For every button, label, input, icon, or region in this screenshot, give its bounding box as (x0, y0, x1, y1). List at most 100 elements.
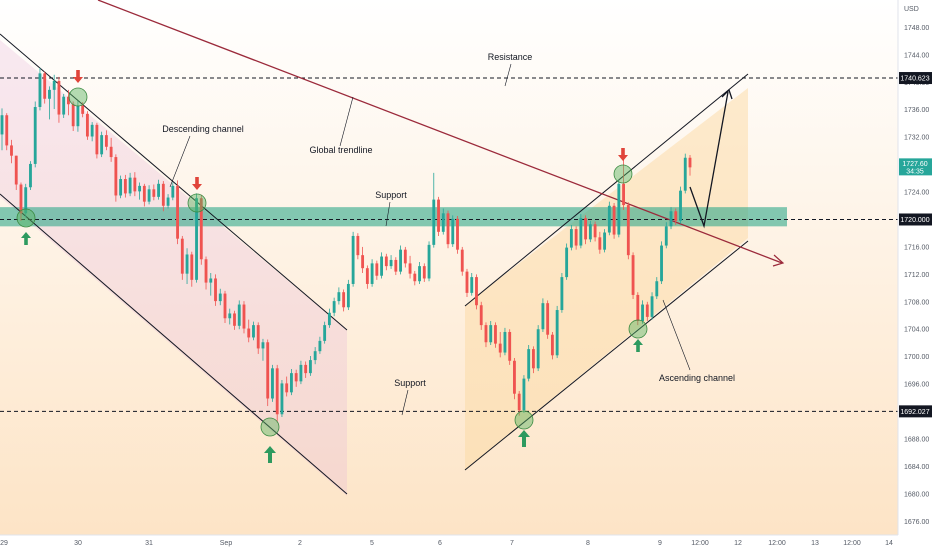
candle (332, 297, 336, 317)
candle-body (531, 349, 535, 369)
candle (337, 287, 341, 305)
candle (484, 322, 488, 348)
candle (674, 208, 678, 225)
candle (237, 300, 241, 330)
candle-body (484, 325, 488, 343)
candle-body (641, 304, 644, 321)
price-axis[interactable]: USD 1676.001680.001684.001688.001692.001… (897, 0, 932, 550)
candle (650, 292, 654, 320)
global-trendline (97, 0, 783, 264)
y-tick-label: 1716.00 (904, 244, 929, 251)
candle (688, 155, 692, 176)
x-tick-label: 12:00 (843, 540, 861, 547)
candle (5, 113, 9, 151)
candle (195, 193, 198, 283)
candle (223, 290, 227, 324)
candle (617, 179, 621, 238)
candle (57, 76, 61, 123)
candle-body (237, 304, 241, 326)
candle (142, 183, 146, 207)
candle (641, 300, 644, 324)
candle (67, 89, 70, 116)
candle (408, 255, 412, 279)
candle-body (361, 255, 365, 269)
candle (19, 182, 23, 221)
y-tick-label: 1744.00 (904, 52, 929, 59)
callout-line (401, 389, 409, 416)
candle (38, 67, 42, 111)
candle-body (52, 80, 56, 90)
candle-body (38, 73, 42, 107)
candle (593, 221, 597, 242)
candle (214, 274, 217, 306)
candle (228, 308, 232, 325)
candle (536, 325, 540, 372)
candle-body (114, 157, 118, 196)
candle-body (294, 373, 298, 382)
candle (427, 241, 431, 282)
candle (199, 194, 203, 265)
currency-label: USD (904, 6, 919, 13)
sell-arrow-icon (192, 177, 202, 190)
candle-body (508, 331, 512, 361)
candle-body (375, 263, 379, 276)
annotation-callouts (169, 63, 691, 416)
candle (109, 137, 113, 162)
candle-body (95, 124, 99, 155)
support-zone (0, 207, 787, 227)
candle (62, 93, 66, 118)
candle (441, 208, 445, 235)
candle-body (674, 211, 678, 221)
x-tick-label: Sep (220, 540, 233, 547)
annotation-descending-channel: Descending channel (162, 124, 244, 134)
candle (565, 243, 569, 280)
pivot-markers (16, 87, 648, 437)
candle-body (408, 263, 412, 274)
x-tick-label: 31 (145, 540, 153, 547)
candle-body (62, 96, 66, 115)
candle-body (209, 278, 213, 283)
x-tick-label: 13 (811, 540, 819, 547)
y-tick-label: 1688.00 (904, 436, 929, 443)
candle-body (190, 254, 194, 280)
candle-body (24, 187, 28, 214)
candle-body (479, 305, 483, 326)
candle-body (612, 205, 616, 235)
candle-body (607, 205, 611, 233)
candle-body (199, 198, 203, 260)
candle-body (223, 293, 227, 319)
candle (104, 130, 108, 151)
candle (503, 327, 507, 356)
candle (95, 122, 99, 159)
candle-body (460, 249, 464, 272)
candle (598, 231, 602, 254)
candle-body (285, 383, 289, 393)
candle-body (242, 304, 246, 329)
candle (161, 181, 165, 212)
candle-body (660, 245, 663, 282)
annotation-ascending-channel: Ascending channel (659, 373, 735, 383)
candle-body (57, 80, 61, 115)
price-tags: 1740.623 1720.000 1692.027 (899, 72, 932, 418)
y-tick-label: 1700.00 (904, 354, 929, 361)
candle (432, 172, 436, 248)
y-tick-label: 1684.00 (904, 464, 929, 471)
time-ticks: 29 30 31 Sep 2 5 6 7 8 9 12:00 12 12:00 13 12:00 14 (0, 540, 893, 547)
y-tick-label: 1724.00 (904, 190, 929, 197)
x-tick-label: 12 (734, 540, 742, 547)
y-tick-label: 1696.00 (904, 382, 929, 389)
candle-body (636, 294, 640, 321)
x-tick-label: 14 (885, 540, 893, 547)
candle (313, 347, 317, 365)
pivot-circle (16, 208, 36, 228)
annotation-support-upper: Support (375, 190, 407, 200)
candle-body (418, 266, 421, 282)
time-axis[interactable]: 29 30 31 Sep 2 5 6 7 8 9 12:00 12 12:00 13 12:00 14 (0, 534, 932, 550)
candle (403, 246, 407, 268)
candle-body (152, 189, 156, 197)
candle-body (171, 185, 175, 198)
candle (446, 210, 450, 249)
candle-body (0, 115, 4, 135)
